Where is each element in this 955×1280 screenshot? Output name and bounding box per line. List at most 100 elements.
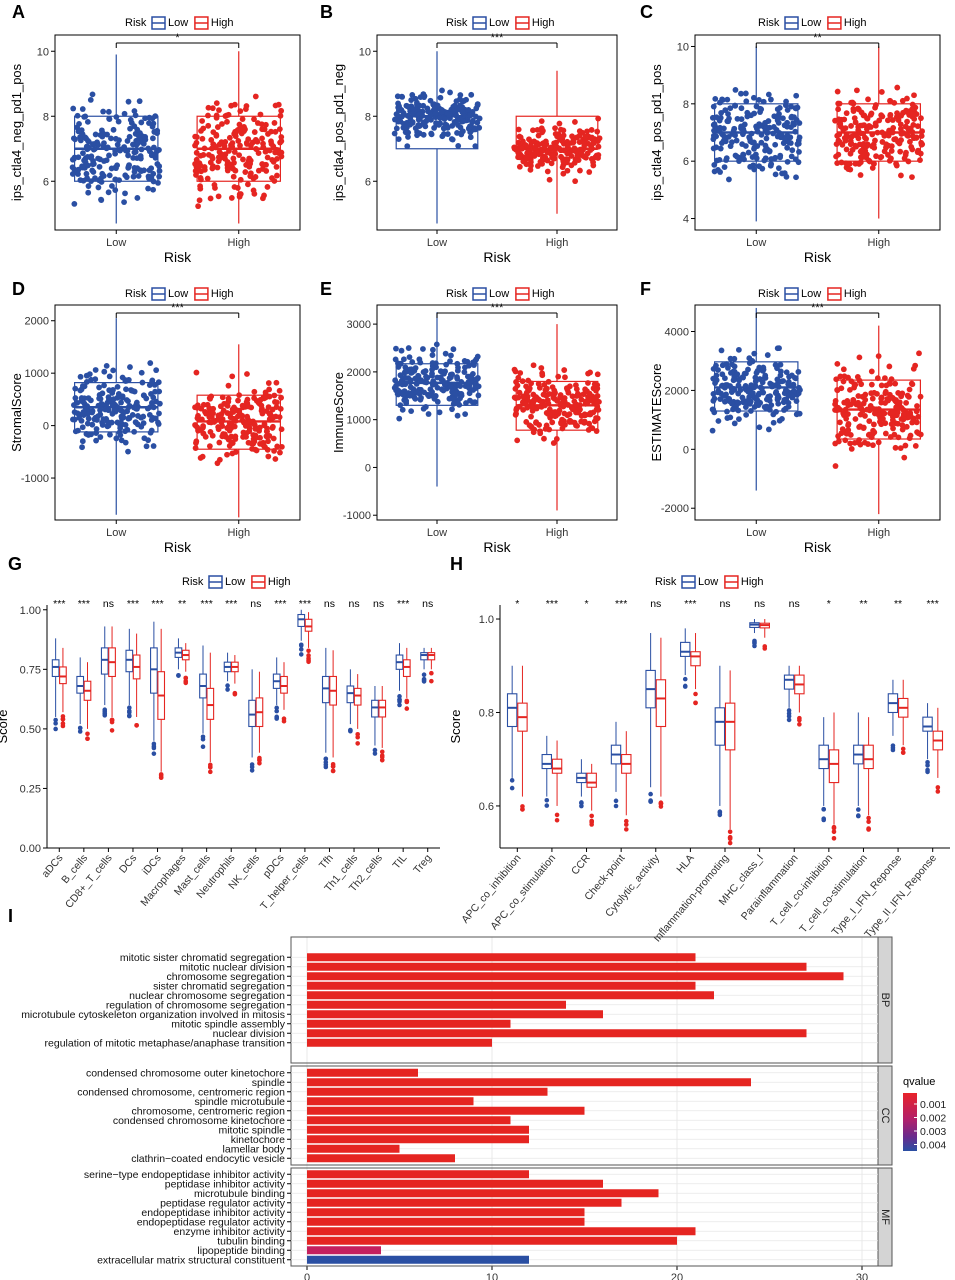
data-point — [770, 411, 777, 418]
data-point — [781, 396, 788, 403]
data-point — [71, 402, 77, 408]
data-point — [910, 365, 917, 372]
data-point — [742, 90, 749, 97]
box-body — [206, 687, 215, 720]
data-point — [753, 400, 760, 406]
data-point — [898, 112, 905, 119]
data-point — [847, 141, 854, 148]
data-point — [429, 370, 435, 377]
data-point — [767, 162, 774, 169]
data-point — [120, 414, 127, 421]
data-point — [777, 372, 784, 379]
data-point — [278, 149, 285, 156]
data-point — [243, 421, 249, 428]
data-point — [439, 133, 446, 140]
data-point — [213, 100, 220, 107]
data-point — [246, 155, 253, 162]
significance-label: * — [175, 32, 180, 44]
data-point — [153, 367, 160, 374]
y-tick-label: 0.75 — [20, 664, 41, 676]
data-point — [85, 139, 92, 145]
data-point — [87, 97, 94, 103]
significance-label: * — [584, 598, 588, 610]
data-point — [216, 107, 222, 114]
y-tick-label: 4 — [683, 214, 689, 226]
data-point — [557, 126, 564, 133]
data-point — [856, 377, 863, 384]
data-point — [221, 142, 228, 149]
data-point — [231, 149, 238, 155]
data-point — [582, 386, 589, 393]
y-axis-title: ESTIMATEScore — [649, 363, 664, 461]
data-point — [257, 111, 264, 118]
data-point — [577, 167, 583, 174]
data-point — [83, 372, 90, 379]
box-high — [427, 647, 436, 684]
data-point — [75, 128, 82, 135]
data-point — [100, 143, 107, 149]
data-point — [845, 411, 851, 417]
legend-low-label: Low — [801, 17, 821, 29]
data-point — [413, 381, 420, 387]
data-point — [588, 135, 595, 142]
data-point — [237, 108, 244, 114]
data-point — [405, 345, 412, 351]
significance-bracket: *** — [436, 32, 558, 48]
data-point — [732, 87, 739, 93]
data-point — [447, 358, 453, 365]
colorbar-tick-label: 0.004 — [920, 1140, 946, 1152]
data-point — [898, 131, 905, 137]
data-point — [549, 384, 556, 391]
data-point — [396, 104, 403, 111]
outlier-point — [232, 690, 238, 696]
data-point — [216, 155, 223, 162]
y-tick-label: 2000 — [665, 385, 689, 397]
data-point — [264, 154, 271, 161]
data-point — [96, 163, 103, 170]
data-point — [728, 400, 735, 407]
data-point — [242, 169, 249, 175]
data-point — [216, 141, 223, 148]
x-tick-label: Low — [746, 237, 766, 249]
outliers — [109, 717, 115, 733]
box-body — [248, 699, 256, 728]
legend-low-key — [208, 575, 223, 589]
data-point — [843, 131, 850, 138]
data-point — [431, 125, 438, 131]
data-point — [276, 387, 283, 394]
data-point — [104, 144, 111, 151]
box-body — [150, 647, 158, 694]
x-tick-label: High — [227, 527, 250, 539]
data-point — [887, 434, 894, 440]
data-point — [910, 133, 916, 140]
data-point — [573, 401, 580, 408]
data-point — [98, 400, 105, 407]
data-point — [856, 437, 863, 443]
significance-label: ns — [324, 598, 335, 610]
data-point — [124, 138, 131, 144]
y-tick-label: 8 — [43, 111, 49, 123]
data-point — [907, 138, 913, 145]
x-tick-label: High — [546, 237, 569, 249]
data-point — [105, 407, 112, 414]
box-body — [655, 679, 667, 728]
data-point — [775, 400, 782, 407]
legend-title: Risk — [758, 288, 780, 300]
data-point — [105, 394, 112, 401]
data-point — [135, 173, 142, 179]
data-point — [462, 411, 469, 418]
data-point — [206, 414, 213, 420]
data-point — [591, 395, 598, 402]
data-point — [90, 169, 97, 175]
box-low — [709, 307, 803, 491]
data-point — [723, 361, 730, 368]
data-point — [74, 410, 81, 417]
data-point — [95, 155, 101, 162]
box-low — [371, 686, 379, 756]
data-point — [420, 405, 427, 412]
data-point — [915, 430, 922, 437]
data-point — [575, 157, 582, 164]
outlier-point — [658, 801, 664, 806]
outlier-point — [85, 731, 90, 737]
x-tick-label: High — [546, 527, 569, 539]
